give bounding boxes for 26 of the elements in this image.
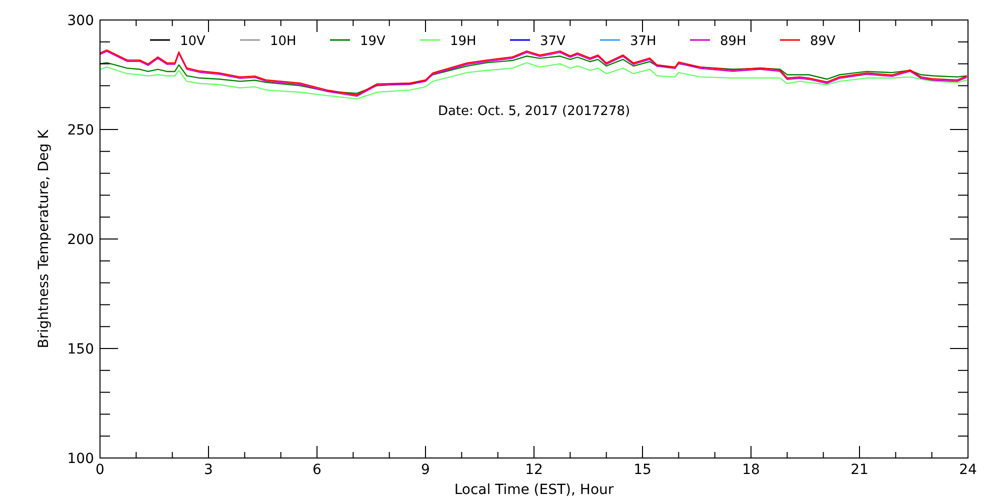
legend-label: 37V — [540, 34, 566, 49]
y-axis-title: Brightness Temperature, Deg K — [36, 128, 52, 348]
x-tick-label: 24 — [959, 462, 977, 478]
annotation: Date: Oct. 5, 2017 (2017278) — [438, 104, 630, 119]
x-tick-label: 15 — [634, 462, 652, 478]
legend-label: 19V — [360, 34, 386, 49]
x-tick-label: 0 — [96, 462, 104, 478]
x-tick-label: 12 — [525, 462, 543, 478]
legend-label: 19H — [450, 34, 476, 49]
legend-label: 37H — [630, 34, 656, 49]
x-axis-title: Local Time (EST), Hour — [454, 482, 614, 498]
x-tick-label: 18 — [742, 462, 760, 478]
y-tick-label: 300 — [67, 13, 94, 29]
y-tick-label: 100 — [67, 451, 94, 467]
line-series — [99, 62, 968, 100]
y-tick-label: 250 — [67, 122, 94, 138]
x-tick-label: 3 — [204, 462, 213, 478]
legend-label: 10V — [180, 34, 206, 49]
legend-label: 89V — [810, 34, 836, 49]
legend-label: 10H — [270, 34, 296, 49]
y-tick-label: 150 — [67, 342, 94, 358]
x-tick-label: 21 — [850, 462, 868, 478]
x-tick-label: 6 — [312, 462, 322, 478]
legend-label: 89H — [720, 34, 746, 49]
y-tick-label: 200 — [67, 232, 94, 248]
x-tick-label: 9 — [421, 462, 430, 478]
